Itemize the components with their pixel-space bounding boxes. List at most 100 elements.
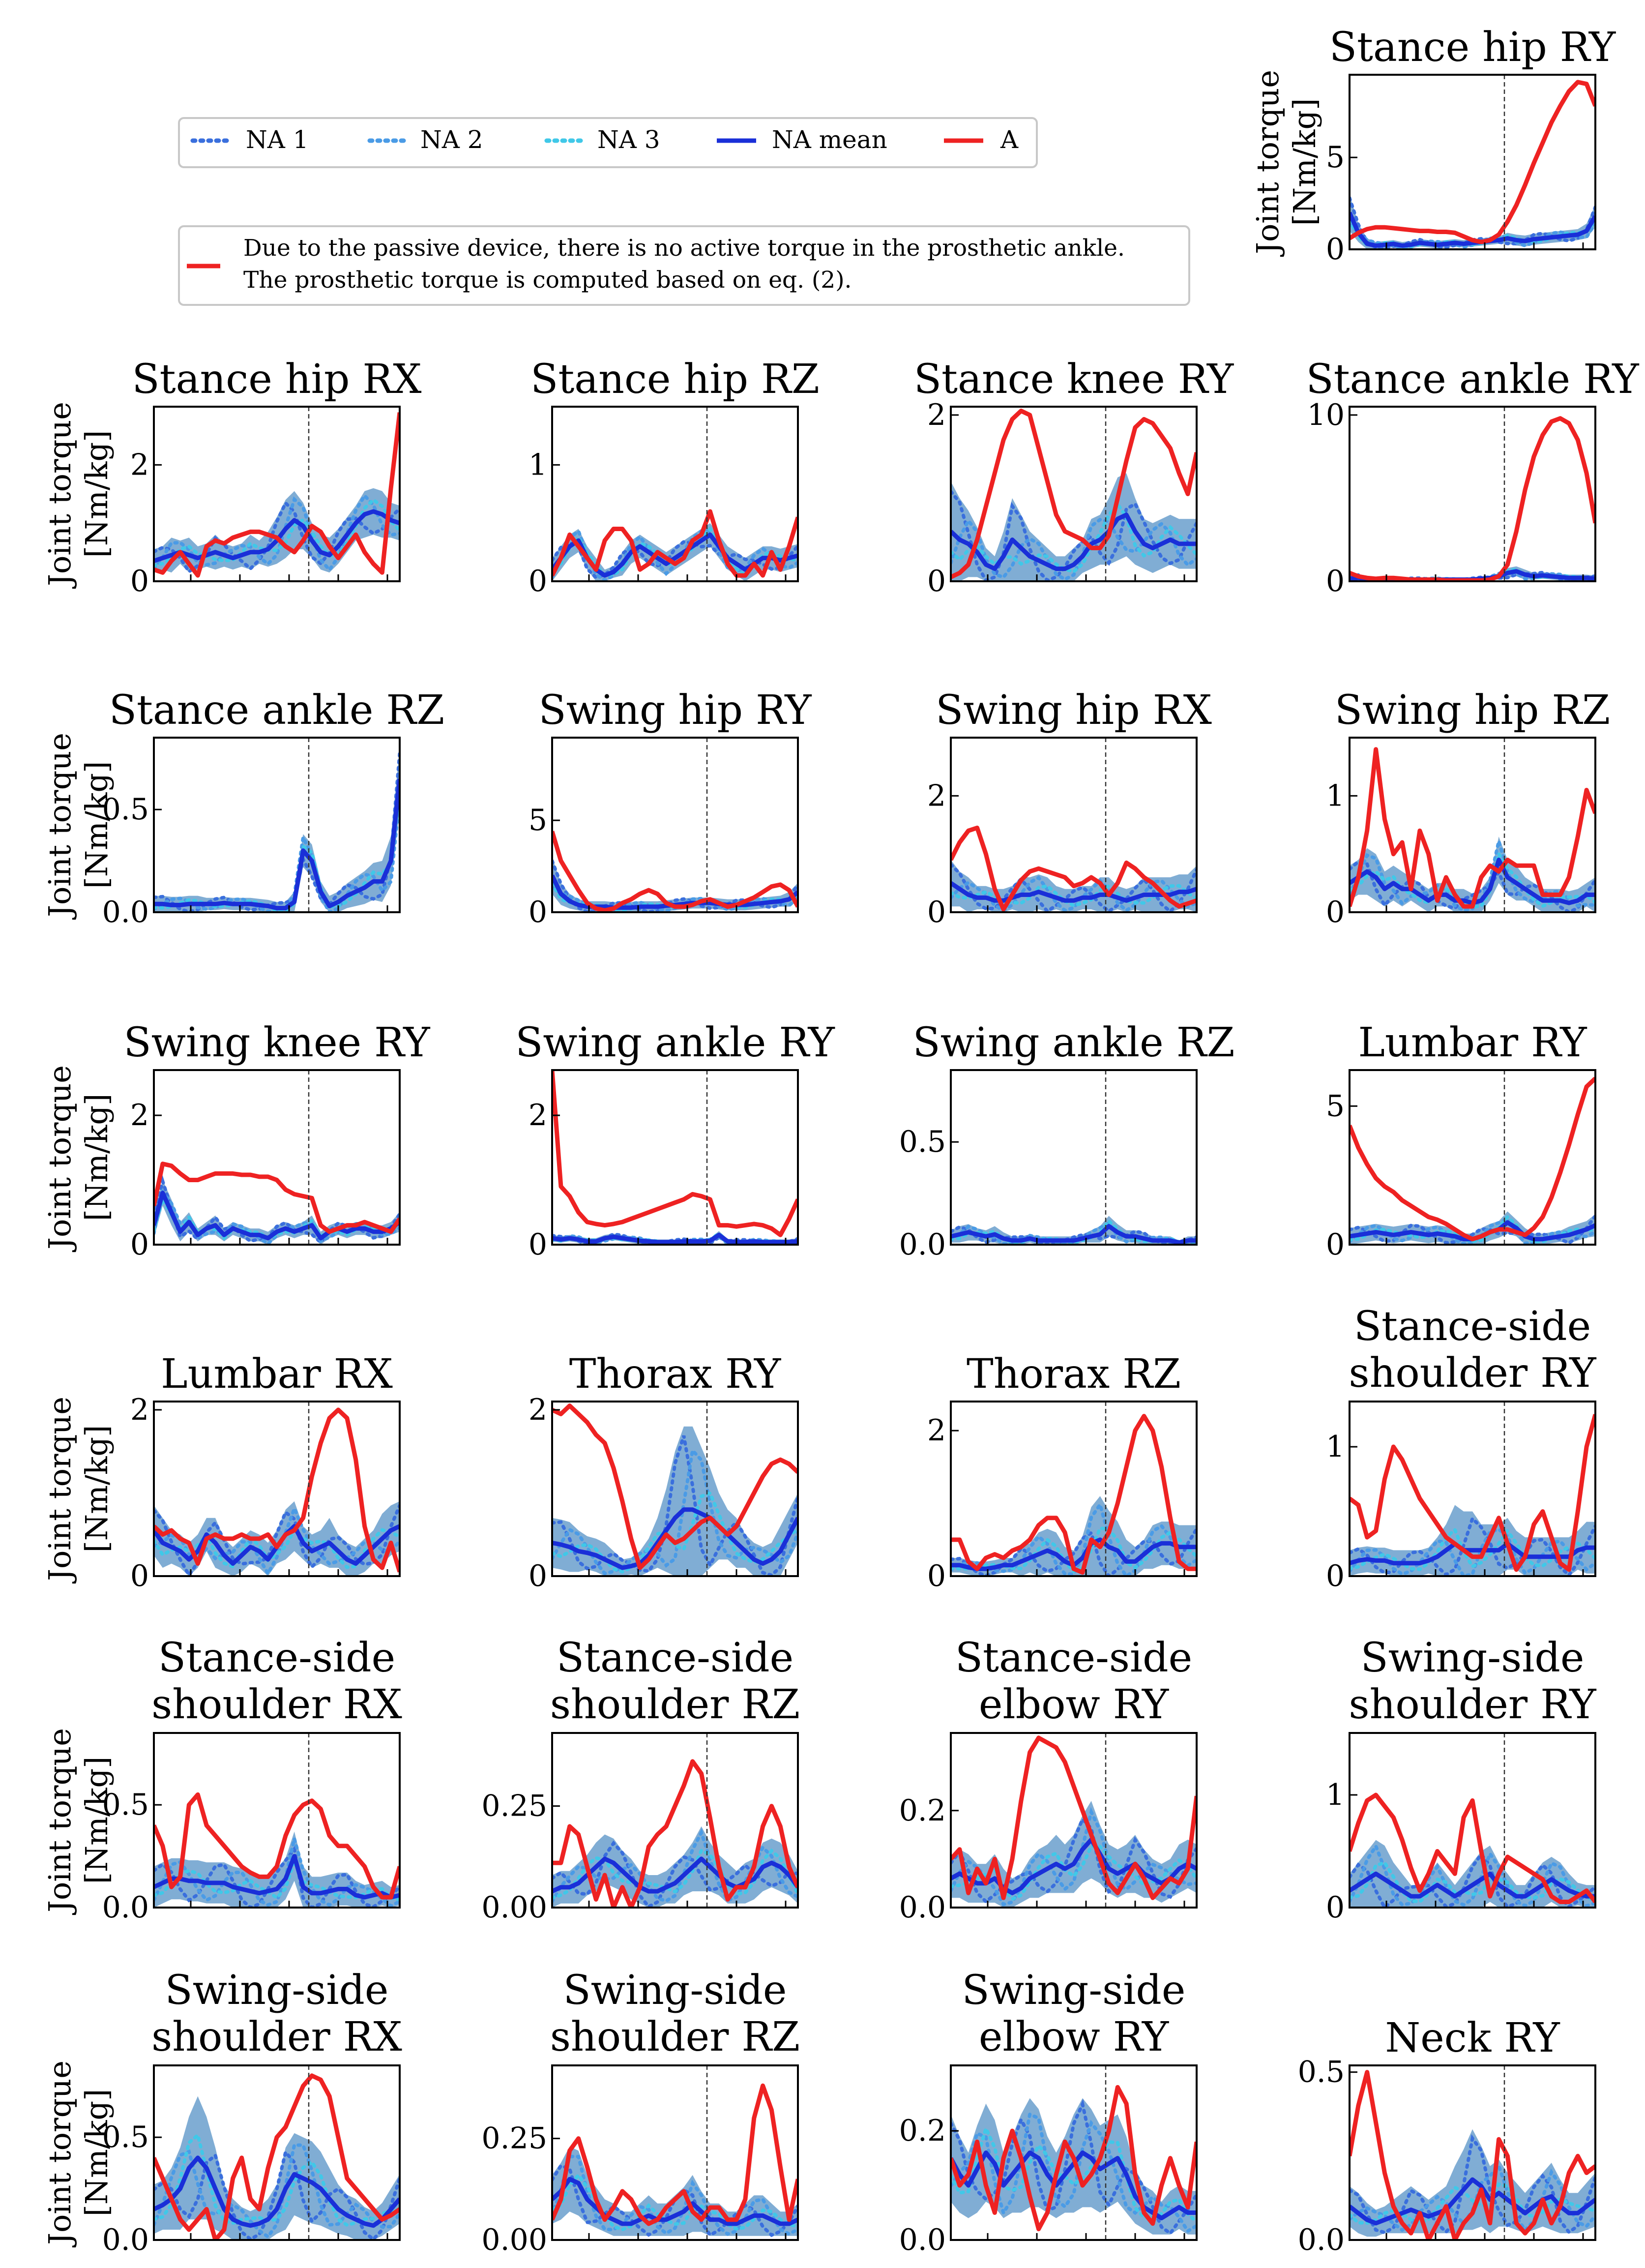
- panel: Swing hip RY 0 5: [529, 687, 812, 929]
- series-a: [552, 2083, 798, 2226]
- series-na3: [1350, 1214, 1595, 1244]
- plot-area: [552, 1070, 798, 1245]
- legend-label-na2: NA 2: [420, 125, 483, 154]
- panel-title: Stance-side: [1354, 1303, 1591, 1350]
- series-na2: [1350, 1842, 1595, 1908]
- y-tick-label: 10: [1307, 398, 1345, 432]
- panel: Swing hip RX 0 2: [927, 687, 1212, 929]
- panel-title: shoulder RY: [1349, 1681, 1597, 1728]
- y-tick-label: 0.5: [102, 1788, 149, 1822]
- panel-title: Stance hip RY: [1329, 24, 1616, 71]
- panel-title: Neck RY: [1385, 2015, 1560, 2061]
- series-a: [154, 1792, 400, 1900]
- series-na-mean: [552, 1856, 798, 1894]
- axes-frame: [1349, 1732, 1596, 1909]
- series-a: [552, 831, 798, 912]
- series-na2: [951, 1807, 1197, 1907]
- y-tick-label: 0.5: [102, 792, 149, 827]
- y-tick-label: 0.2: [899, 2114, 946, 2148]
- na-band: [154, 747, 400, 912]
- plot-area: [552, 1403, 798, 1576]
- axes-frame: [950, 1069, 1198, 1246]
- panel: Thorax RY 0 2: [529, 1351, 799, 1593]
- panel-title: Stance ankle RY: [1306, 356, 1640, 403]
- y-tick-label: 0: [529, 1559, 547, 1593]
- plot-area: [951, 1414, 1197, 1576]
- series-a: [1350, 1414, 1595, 1572]
- series-na2: [951, 2112, 1197, 2234]
- series-a: [154, 412, 400, 578]
- y-tick-label: 0.00: [481, 1890, 547, 1925]
- axes-frame: [551, 406, 799, 582]
- axes-frame: [153, 1732, 401, 1909]
- panel-title: Stance-side: [158, 1635, 395, 1681]
- series-a: [951, 1735, 1197, 1900]
- panel: Stance ankle RY 0 10: [1306, 356, 1640, 598]
- panel-title: Stance ankle RZ: [109, 687, 444, 734]
- legend-label-na-mean: NA mean: [772, 125, 887, 154]
- panel-title: Swing knee RY: [124, 1019, 431, 1066]
- series-na-mean: [1350, 2177, 1595, 2226]
- axes-frame: [551, 1069, 799, 1246]
- plot-area: [552, 2083, 798, 2238]
- panel: Neck RY 0.0 0.5: [1298, 2015, 1596, 2257]
- y-axis-label: [Nm/kg]: [79, 430, 115, 558]
- y-axis-label: [Nm/kg]: [79, 1425, 115, 1553]
- y-tick-label: 5: [1326, 140, 1345, 175]
- series-na-mean: [1350, 1541, 1595, 1566]
- axes-frame: [551, 1732, 799, 1909]
- series-a: [951, 409, 1197, 579]
- axes-frame: [1349, 1401, 1596, 1577]
- plot-area: [1350, 747, 1595, 912]
- legend-label-na1: NA 1: [246, 125, 309, 154]
- plot-area: [552, 1759, 798, 1908]
- y-tick-label: 0.5: [899, 1125, 946, 1159]
- y-tick-label: 0: [1326, 895, 1345, 929]
- y-axis-label: Joint torque: [42, 1397, 78, 1584]
- series-a: [951, 1414, 1197, 1575]
- panel-title: Swing-side: [1361, 1635, 1585, 1681]
- axes-frame: [1349, 406, 1596, 582]
- series-a: [1350, 747, 1595, 909]
- y-tick-label: 1: [1326, 778, 1345, 813]
- series-a: [1350, 2070, 1595, 2240]
- y-axis-label: Joint torque: [42, 402, 78, 589]
- plot-area: [1350, 416, 1595, 581]
- panel-title: Stance-side: [557, 1635, 793, 1681]
- series-a: [552, 1070, 798, 1237]
- panel-title: elbow RY: [979, 1681, 1169, 1728]
- axes-frame: [950, 737, 1198, 913]
- panel: Thorax RZ 0 2: [927, 1351, 1198, 1593]
- panel: Swing knee RY Joint torque [Nm/kg] 0 2: [42, 1019, 430, 1262]
- note-box: Due to the passive device, there is no a…: [178, 225, 1190, 306]
- panel-title: Stance knee RY: [914, 356, 1234, 403]
- panel-title: Stance hip RZ: [530, 356, 820, 403]
- panel: Lumbar RY 0 5: [1326, 1019, 1596, 1262]
- series-na-mean: [951, 1837, 1197, 1895]
- axes-frame: [1349, 737, 1596, 913]
- panel-title: shoulder RX: [151, 1681, 402, 1728]
- series-na-mean: [154, 778, 400, 911]
- y-tick-label: 0: [927, 564, 946, 598]
- y-tick-label: 0.25: [481, 2121, 547, 2156]
- plot-area: [154, 1162, 400, 1245]
- y-tick-label: 0.0: [899, 2223, 946, 2257]
- panel: Stance ankle RZ Joint torque [Nm/kg] 0.0 0.5: [42, 687, 444, 929]
- panel-title: Swing ankle RZ: [913, 1019, 1235, 1066]
- plot-area: [951, 825, 1197, 912]
- series-na2: [154, 1838, 400, 1908]
- y-tick-label: 0.0: [899, 1890, 946, 1925]
- series-na3: [951, 1218, 1197, 1245]
- panel-title: Stance-side: [955, 1635, 1192, 1681]
- na-band: [951, 1496, 1197, 1576]
- y-tick-label: 0.5: [102, 2120, 149, 2154]
- series-na-mean: [951, 512, 1197, 571]
- y-tick-label: 0.0: [1298, 2223, 1345, 2257]
- panel-title: shoulder RX: [151, 2014, 402, 2060]
- plot-area: [552, 509, 798, 581]
- series-na-mean: [1350, 1871, 1595, 1899]
- panel-title: Lumbar RY: [1358, 1019, 1587, 1066]
